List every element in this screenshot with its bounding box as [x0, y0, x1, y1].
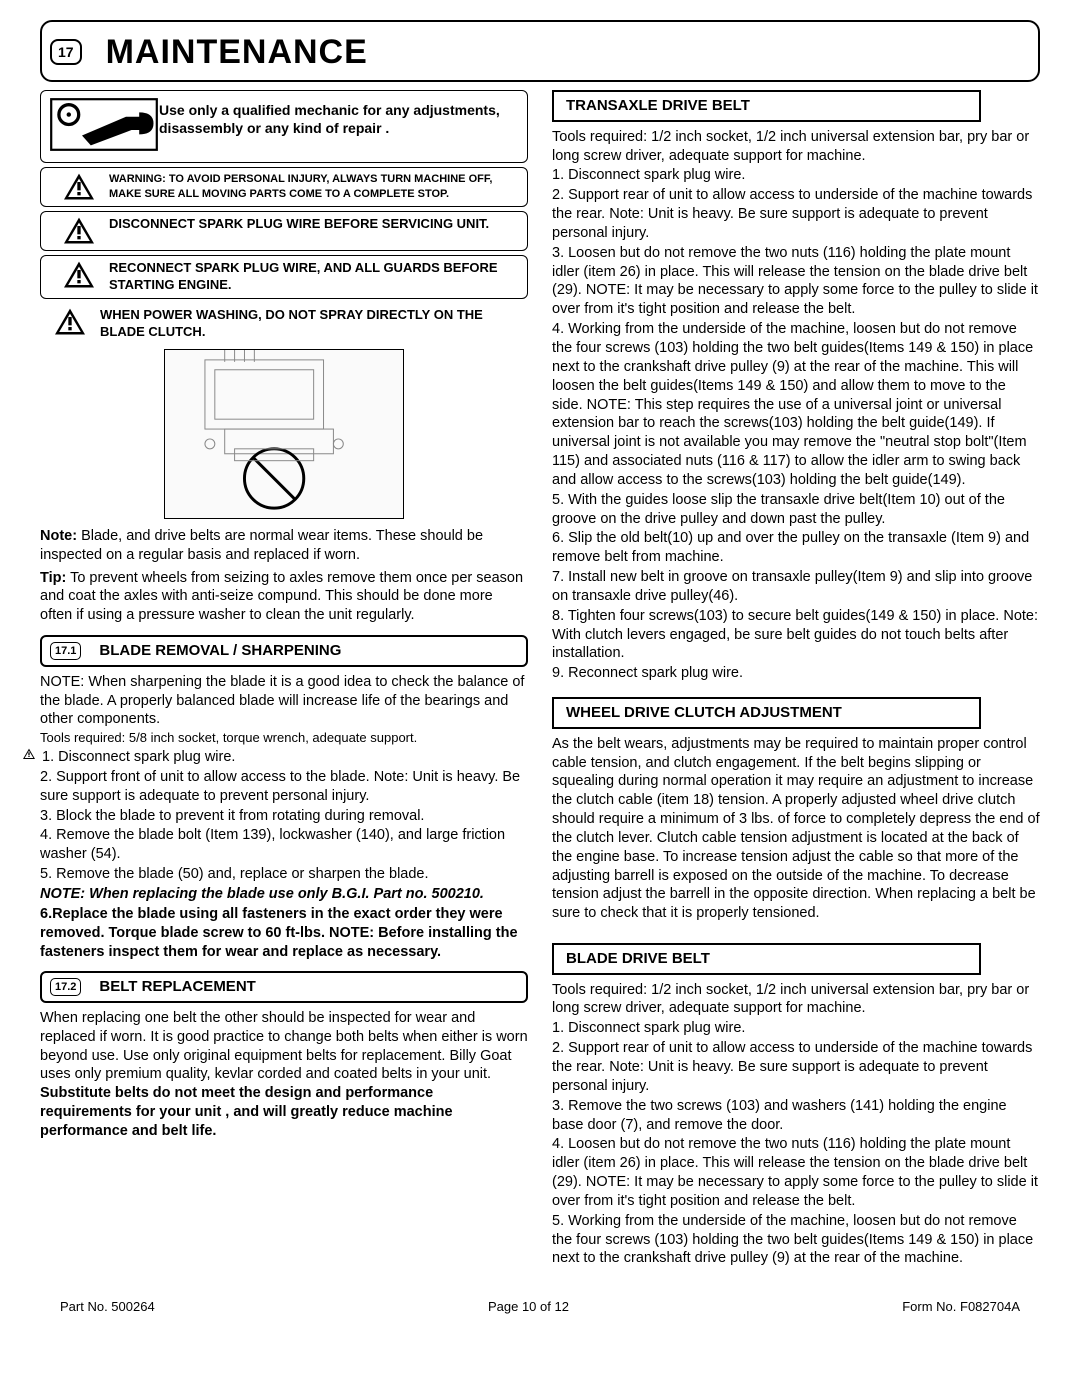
warning-icon [49, 216, 109, 246]
blade-belt-header: BLADE DRIVE BELT [552, 943, 981, 975]
b-step-1: 1. Disconnect spark plug wire. [552, 1019, 1040, 1038]
s171-step-1: 1. Disconnect spark plug wire. [22, 748, 528, 767]
s171-note: NOTE: When sharpening the blade it is a … [40, 673, 528, 730]
warning-icon [49, 172, 109, 202]
b-step-5: 5. Working from the underside of the mac… [552, 1212, 1040, 1269]
s172-p1a: When replacing one belt the other should… [40, 1010, 528, 1083]
s171-step-4: 4. Remove the blade bolt (Item 139), loc… [40, 826, 528, 864]
b-tools: Tools required: 1/2 inch socket, 1/2 inc… [552, 981, 1040, 1019]
note-body: Blade, and drive belts are normal wear i… [40, 528, 483, 563]
note-label: Note: [40, 528, 77, 544]
warning-text-4: WHEN POWER WASHING, DO NOT SPRAY DIRECTL… [100, 307, 528, 341]
mechanic-note-text: Use only a qualified mechanic for any ad… [159, 97, 519, 137]
warning-box-1: WARNING: TO AVOID PERSONAL INJURY, ALWAY… [40, 167, 528, 207]
transaxle-header: TRANSAXLE DRIVE BELT [552, 90, 981, 122]
page-header: 17 MAINTENANCE [40, 20, 1040, 82]
warning-text-2: DISCONNECT SPARK PLUG WIRE BEFORE SERVIC… [109, 216, 489, 233]
tip-label: Tip: [40, 570, 66, 586]
t-step-9: 9. Reconnect spark plug wire. [552, 664, 1040, 683]
s171-tools: Tools required: 5/8 inch socket, torque … [40, 730, 528, 747]
content-columns: Use only a qualified mechanic for any ad… [40, 90, 1040, 1269]
right-column: TRANSAXLE DRIVE BELT Tools required: 1/2… [552, 90, 1040, 1269]
s171-step-6: 6.Replace the blade using all fasteners … [40, 905, 528, 962]
warning-box-2: DISCONNECT SPARK PLUG WIRE BEFORE SERVIC… [40, 211, 528, 251]
s171-step-5-note: NOTE: When replacing the blade use only … [40, 885, 528, 904]
section-num: 17.1 [50, 642, 81, 660]
footer-part-no: Part No. 500264 [60, 1299, 155, 1316]
footer-page-num: Page 10 of 12 [488, 1299, 569, 1316]
t-step-2: 2. Support rear of unit to allow access … [552, 186, 1040, 243]
page-number-box: 17 [50, 39, 82, 65]
warning-text-3: RECONNECT SPARK PLUG WIRE, AND ALL GUARD… [109, 260, 519, 294]
t-step-3: 3. Loosen but do not remove the two nuts… [552, 244, 1040, 319]
t-step-8: 8. Tighten four screws(103) to secure be… [552, 607, 1040, 664]
s171-step-3: 3. Block the blade to prevent it from ro… [40, 807, 528, 826]
s171-step-5: 5. Remove the blade (50) and, replace or… [40, 865, 528, 884]
s171-1-text: 1. Disconnect spark plug wire. [42, 749, 235, 765]
section-17-2-header: 17.2 BELT REPLACEMENT [40, 971, 528, 1003]
left-column: Use only a qualified mechanic for any ad… [40, 90, 528, 1269]
footer-form-no: Form No. F082704A [902, 1299, 1020, 1316]
b-step-4: 4. Loosen but do not remove the two nuts… [552, 1135, 1040, 1210]
tip-body: To prevent wheels from seizing to axles … [40, 570, 523, 624]
s172-paragraph: When replacing one belt the other should… [40, 1009, 528, 1141]
section-17-1-header: 17.1 BLADE REMOVAL / SHARPENING [40, 635, 528, 667]
warning-icon [49, 260, 109, 290]
b-step-2: 2. Support rear of unit to allow access … [552, 1039, 1040, 1096]
tip-text: Tip: To prevent wheels from seizing to a… [40, 569, 528, 626]
warning-text-1: WARNING: TO AVOID PERSONAL INJURY, ALWAY… [109, 172, 519, 201]
warning-icon [40, 307, 100, 337]
page-title: MAINTENANCE [106, 30, 368, 74]
t-step-7: 7. Install new belt in groove on transax… [552, 568, 1040, 606]
wrench-icon [49, 97, 159, 156]
section-num: 17.2 [50, 978, 81, 996]
t-step-5: 5. With the guides loose slip the transa… [552, 491, 1040, 529]
warning-box-4: WHEN POWER WASHING, DO NOT SPRAY DIRECTL… [40, 303, 528, 345]
warning-box-3: RECONNECT SPARK PLUG WIRE, AND ALL GUARD… [40, 255, 528, 299]
note-text: Note: Blade, and drive belts are normal … [40, 527, 528, 565]
mechanic-note-box: Use only a qualified mechanic for any ad… [40, 90, 528, 163]
section-title: BLADE REMOVAL / SHARPENING [99, 641, 341, 661]
s171-step-2: 2. Support front of unit to allow access… [40, 768, 528, 806]
s172-p1b: Substitute belts do not meet the design … [40, 1085, 453, 1139]
section-title: BELT REPLACEMENT [99, 977, 255, 997]
warning-icon-small [22, 748, 36, 760]
b-step-3: 3. Remove the two screws (103) and washe… [552, 1097, 1040, 1135]
t-step-1: 1. Disconnect spark plug wire. [552, 166, 1040, 185]
wheel-clutch-paragraph: As the belt wears, adjustments may be re… [552, 735, 1040, 923]
t-step-6: 6. Slip the old belt(10) up and over the… [552, 529, 1040, 567]
page-footer: Part No. 500264 Page 10 of 12 Form No. F… [40, 1299, 1040, 1316]
t-tools: Tools required: 1/2 inch socket, 1/2 inc… [552, 128, 1040, 166]
wheel-clutch-header: WHEEL DRIVE CLUTCH ADJUSTMENT [552, 697, 981, 729]
engine-diagram [164, 349, 404, 519]
t-step-4: 4. Working from the underside of the mac… [552, 320, 1040, 490]
